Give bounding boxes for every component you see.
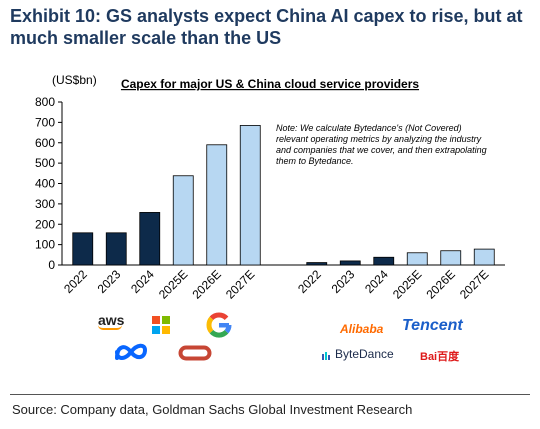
x-tick-label: 2022 [61,267,90,296]
tencent-logo: Tencent [402,317,463,334]
y-unit-label: (US$bn) [52,73,97,87]
meta-logo [113,342,149,367]
bar-china-2023 [339,260,361,266]
x-tick-label: 2024 [128,267,157,296]
aws-logo: aws [98,312,125,330]
x-tick-label: 2025E [390,267,424,301]
bars [72,125,495,266]
bar-china-2026E [440,250,462,266]
x-tick-label: 2024 [362,267,391,296]
note-line: and companies that we cover, and then ex… [276,145,487,155]
bar-us-2024 [139,212,161,266]
footer-rule [10,394,530,395]
note-line: them to Bytedance. [276,156,354,166]
y-tick-label: 0 [48,258,55,272]
y-tick-label: 600 [35,136,55,150]
note-line: relevant operating metrics by analyzing … [276,134,482,144]
x-tick-label: 2027E [457,267,491,301]
bar-us-2027E [239,125,261,266]
alibaba-logo: Alibaba [340,322,384,336]
bar-us-2025E [172,175,194,266]
x-tick-label: 2022 [295,267,324,296]
y-tick-label: 200 [35,217,55,231]
x-tick-labels: 2022 2023 2024 2025E 2026E 2027E 2022 2023 2024 2… [61,267,491,302]
bar-china-2022 [306,262,328,266]
chart-title: Capex for major US & China cloud service… [121,77,419,91]
bar-us-2022 [72,232,94,266]
y-tick-label: 500 [35,156,55,170]
x-tick-label: 2023 [329,267,358,296]
bar-china-2027E [473,248,495,266]
y-tick-label: 300 [35,197,55,211]
bytedance-logo: ByteDance [322,347,394,361]
baidu-logo: Bai百度 [420,351,460,363]
x-tick-label: 2023 [95,267,124,296]
bytedance-label: ByteDance [335,347,394,361]
microsoft-logo [152,316,170,334]
x-tick-label: 2026E [189,267,223,301]
y-tick-label: 100 [35,238,55,252]
x-tick-label: 2027E [223,267,257,301]
exhibit-title: Exhibit 10: GS analysts expect China AI … [10,6,523,48]
bytedance-icon [322,350,332,360]
chart-note: Note: We calculate Bytedance's (Not Cove… [276,123,487,166]
y-tick-label: 700 [35,115,55,129]
oracle-logo [178,345,212,366]
bar-china-2024 [373,256,395,266]
bar-china-2025E [406,252,428,266]
bar-us-2023 [105,232,127,266]
bar-us-2026E [206,144,228,266]
google-logo [206,312,232,343]
y-tick-label: 800 [35,95,55,109]
y-tick-label: 400 [35,177,55,191]
x-tick-label: 2026E [423,267,457,301]
y-axis: 0 100 200 300 400 500 600 700 800 [35,95,505,272]
note-line: Note: We calculate Bytedance's (Not Cove… [276,123,462,133]
source-note: Source: Company data, Goldman Sachs Glob… [12,402,413,417]
x-tick-label: 2025E [156,267,190,301]
